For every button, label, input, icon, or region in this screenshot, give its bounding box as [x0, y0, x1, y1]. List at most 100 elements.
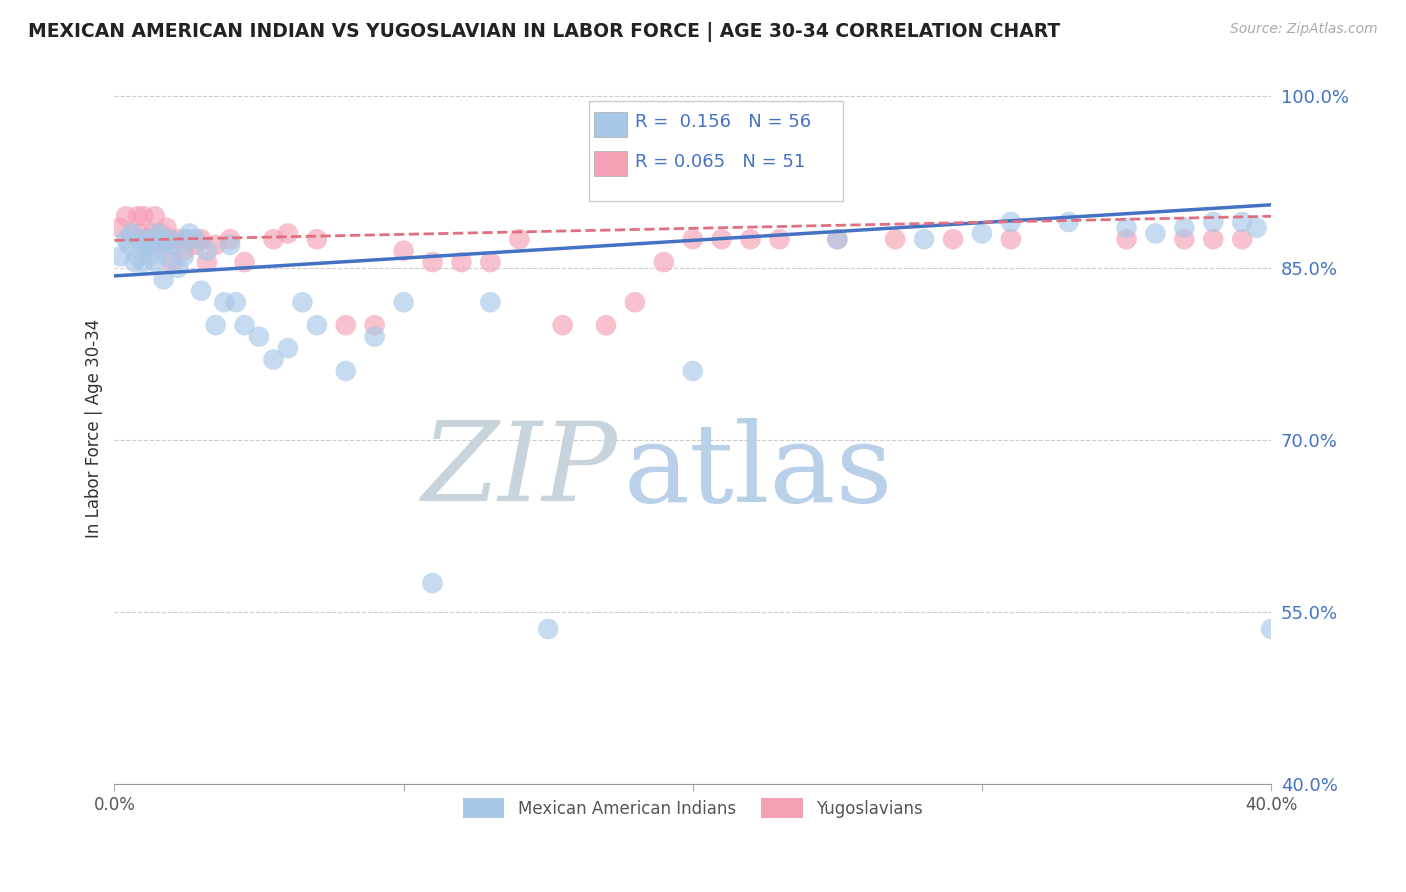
Point: [624, 295, 647, 310]
Point: [291, 295, 314, 310]
Point: [305, 232, 328, 246]
Point: [682, 232, 704, 246]
Point: [157, 232, 180, 246]
Point: [551, 318, 574, 333]
Point: [1260, 622, 1282, 636]
Point: [450, 255, 472, 269]
Point: [277, 341, 299, 355]
Point: [262, 352, 284, 367]
Point: [173, 244, 195, 258]
Point: [176, 232, 198, 246]
Point: [335, 364, 357, 378]
Point: [1115, 220, 1137, 235]
Point: [138, 249, 160, 263]
Point: [1202, 215, 1225, 229]
Point: [884, 232, 907, 246]
Point: [682, 364, 704, 378]
Point: [118, 238, 141, 252]
Point: [652, 255, 675, 269]
Point: [740, 232, 762, 246]
Point: [768, 232, 790, 246]
Point: [138, 238, 160, 252]
Point: [363, 329, 385, 343]
Point: [233, 255, 256, 269]
Point: [912, 232, 935, 246]
Point: [149, 227, 172, 241]
Point: [190, 284, 212, 298]
Point: [176, 232, 198, 246]
Point: [277, 227, 299, 241]
Point: [124, 255, 146, 269]
Point: [129, 227, 152, 241]
Point: [132, 238, 155, 252]
Point: [1144, 227, 1167, 241]
Point: [184, 238, 207, 252]
Point: [335, 318, 357, 333]
Point: [1115, 232, 1137, 246]
Point: [1202, 232, 1225, 246]
Point: [710, 232, 733, 246]
Point: [392, 244, 415, 258]
Text: atlas: atlas: [623, 417, 893, 524]
Point: [262, 232, 284, 246]
Point: [108, 249, 131, 263]
Point: [942, 232, 965, 246]
Point: [108, 220, 131, 235]
Point: [157, 232, 180, 246]
Point: [1246, 220, 1268, 235]
Point: [1173, 220, 1195, 235]
Point: [827, 232, 849, 246]
Text: MEXICAN AMERICAN INDIAN VS YUGOSLAVIAN IN LABOR FORCE | AGE 30-34 CORRELATION CH: MEXICAN AMERICAN INDIAN VS YUGOSLAVIAN I…: [28, 22, 1060, 42]
Text: R = 0.065   N = 51: R = 0.065 N = 51: [636, 153, 806, 171]
Point: [155, 220, 177, 235]
Point: [970, 227, 993, 241]
Point: [479, 255, 502, 269]
FancyBboxPatch shape: [595, 151, 627, 176]
Point: [219, 232, 242, 246]
Point: [143, 255, 166, 269]
Point: [363, 318, 385, 333]
Point: [219, 238, 242, 252]
Point: [132, 255, 155, 269]
Point: [508, 232, 530, 246]
Point: [141, 227, 163, 241]
Point: [1057, 215, 1080, 229]
Point: [305, 318, 328, 333]
Point: [537, 622, 560, 636]
Point: [135, 238, 157, 252]
Point: [233, 318, 256, 333]
Point: [149, 232, 172, 246]
Legend: Mexican American Indians, Yugoslavians: Mexican American Indians, Yugoslavians: [456, 791, 929, 825]
Point: [1000, 215, 1022, 229]
Point: [127, 209, 149, 223]
Point: [827, 232, 849, 246]
Point: [162, 238, 184, 252]
Point: [146, 238, 169, 252]
Point: [392, 295, 415, 310]
Point: [135, 232, 157, 246]
Point: [167, 260, 190, 275]
Point: [152, 272, 174, 286]
Point: [146, 227, 169, 241]
Point: [129, 232, 152, 246]
Point: [141, 232, 163, 246]
Point: [1173, 232, 1195, 246]
FancyBboxPatch shape: [595, 112, 627, 137]
Point: [121, 227, 143, 241]
Point: [479, 295, 502, 310]
Point: [132, 209, 155, 223]
Point: [127, 249, 149, 263]
Point: [204, 238, 226, 252]
Text: R =  0.156   N = 56: R = 0.156 N = 56: [636, 113, 811, 131]
Point: [143, 209, 166, 223]
Point: [195, 244, 218, 258]
Point: [146, 232, 169, 246]
Point: [173, 249, 195, 263]
Point: [422, 255, 444, 269]
Point: [225, 295, 247, 310]
Text: Source: ZipAtlas.com: Source: ZipAtlas.com: [1230, 22, 1378, 37]
Point: [179, 227, 201, 241]
Point: [1230, 215, 1253, 229]
Point: [214, 295, 236, 310]
Point: [1000, 232, 1022, 246]
